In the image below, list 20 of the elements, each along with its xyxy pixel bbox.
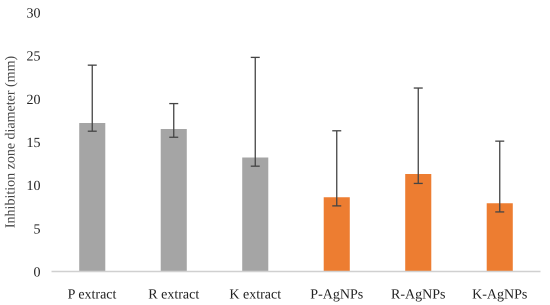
bar	[160, 129, 187, 272]
x-tick-label: K extract	[229, 288, 282, 302]
x-tick-label: P extract	[68, 288, 117, 302]
x-tick-label: R extract	[148, 288, 200, 302]
x-tick-label: P-AgNPs	[310, 288, 364, 302]
y-tick-label: 20	[26, 92, 40, 108]
y-tick-label: 10	[26, 179, 40, 194]
y-axis-title: Inhibition zone diameter (mm)	[4, 56, 18, 228]
bar	[324, 197, 350, 272]
bar	[242, 158, 268, 272]
x-tick-label: R-AgNPs	[391, 288, 446, 302]
y-tick-label: 30	[26, 6, 40, 22]
y-tick-label: 0	[34, 266, 40, 280]
bar	[79, 123, 106, 272]
x-tick-label: K-AgNPs	[472, 288, 528, 302]
y-tick-label: 5	[34, 222, 40, 238]
bar	[405, 174, 432, 272]
y-tick-label: 25	[26, 50, 40, 65]
y-tick-label: 15	[26, 136, 40, 151]
bar	[486, 203, 513, 272]
